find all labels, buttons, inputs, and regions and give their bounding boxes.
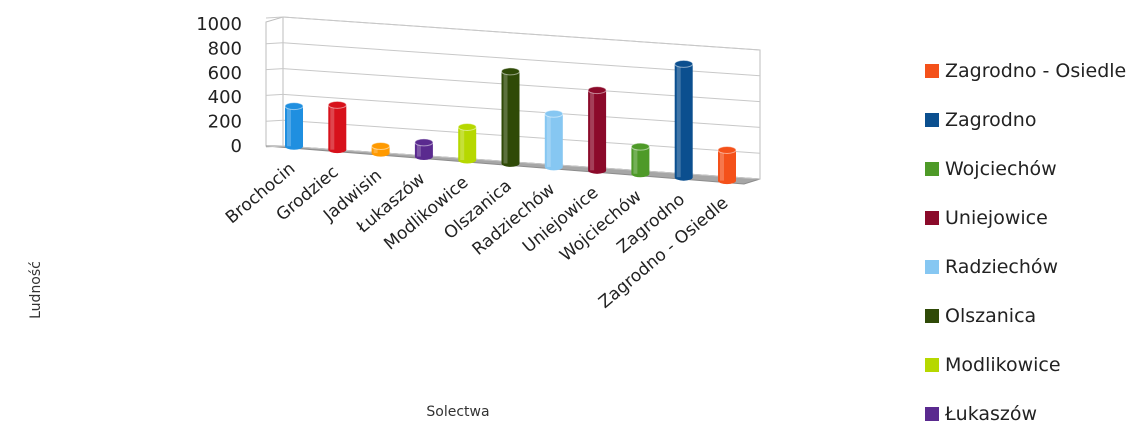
y-axis-ticks: 1000 800 600 400 200 0: [196, 14, 242, 157]
y-tick-label: 0: [231, 136, 242, 157]
gridline-side: [265, 119, 284, 122]
bar: [544, 109, 564, 171]
bar-highlight: [633, 146, 638, 174]
bar-highlight: [330, 104, 335, 150]
chart: 1000 800 600 400 200 0 BrochocinGrodziecJadwi…: [28, 14, 761, 420]
legend-swatch: [925, 357, 939, 372]
legend-item: Łukaszów: [925, 389, 1126, 438]
bar: [371, 142, 391, 157]
bar: [717, 145, 737, 185]
bar-highlight: [720, 149, 724, 181]
bar-top: [674, 59, 694, 68]
bar-body: [631, 146, 650, 178]
bar-body: [588, 90, 607, 174]
legend-item: Modlikowice: [925, 340, 1126, 389]
legend-swatch: [925, 210, 939, 225]
bar: [284, 102, 304, 150]
x-axis-labels: BrochocinGrodziecJadwisinŁukaszówModliko…: [222, 159, 732, 313]
legend-label: Modlikowice: [945, 353, 1061, 376]
legend-item: Uniejowice: [925, 193, 1126, 242]
legend-swatch: [925, 112, 939, 127]
bar-highlight: [287, 106, 291, 147]
bar-top: [371, 142, 391, 151]
x-axis-title: Solectwa: [426, 404, 489, 420]
legend-label: Radziechów: [945, 255, 1059, 278]
legend-item: Radziechów: [925, 242, 1126, 291]
bar-top: [587, 86, 607, 95]
bar-top: [717, 145, 737, 154]
bar-body: [285, 106, 303, 150]
bar-body: [328, 104, 347, 154]
bar-top: [501, 67, 520, 76]
bar-body: [458, 126, 477, 164]
bar-body: [501, 71, 520, 167]
bar-highlight: [416, 142, 421, 157]
bar: [630, 142, 650, 178]
legend-label: Zagrodno - Osiedle: [945, 59, 1127, 82]
side-wall: [265, 16, 284, 147]
y-tick-label: 800: [208, 38, 242, 59]
gridline: [282, 16, 761, 51]
bar-highlight: [546, 113, 551, 167]
bar-highlight: [460, 126, 465, 160]
legend-item: Wojciechów: [925, 144, 1126, 193]
y-tick-label: 600: [208, 63, 242, 84]
bar-top: [544, 109, 564, 118]
gridline-side: [265, 93, 284, 96]
legend-swatch: [925, 63, 939, 78]
legend-item: Zagrodno: [925, 95, 1126, 144]
legend-label: Uniejowice: [945, 206, 1048, 229]
legend-label: Olszanica: [945, 304, 1037, 327]
legend-label: Łukaszów: [945, 402, 1038, 425]
legend-item: Olszanica: [925, 291, 1126, 340]
legend-swatch: [925, 259, 939, 274]
bar-top: [630, 142, 650, 151]
legend-item: Zagrodno - Osiedle: [925, 46, 1126, 95]
legend-swatch: [925, 308, 939, 323]
bar: [674, 59, 694, 181]
y-axis-title: Ludność: [28, 261, 44, 319]
bar: [414, 138, 434, 161]
legend: Zagrodno - Osiedle Zagrodno Wojciechów Unie…: [925, 46, 1126, 438]
y-tick-label: 200: [208, 112, 242, 133]
gridline-side: [265, 145, 284, 148]
bar-top: [327, 100, 347, 109]
bar-top: [284, 102, 304, 111]
chart-bars: [284, 59, 737, 185]
bar-body: [414, 142, 433, 161]
legend-label: Wojciechów: [945, 157, 1057, 180]
bar: [327, 100, 347, 154]
gridline-side: [265, 42, 284, 45]
bar-body: [674, 63, 693, 181]
gridline-side: [265, 68, 284, 71]
bar-highlight: [503, 71, 508, 164]
legend-label: Zagrodno: [945, 108, 1037, 131]
legend-swatch: [925, 406, 939, 421]
bar: [501, 67, 520, 167]
bar-highlight: [373, 146, 378, 154]
bar-highlight: [590, 90, 595, 171]
bar: [587, 86, 607, 174]
legend-swatch: [925, 161, 939, 176]
y-tick-label: 1000: [196, 14, 242, 35]
bar-top: [414, 138, 434, 147]
bar: [457, 122, 477, 164]
bar-body: [718, 149, 736, 185]
y-tick-label: 400: [208, 87, 242, 108]
bar-highlight: [676, 63, 681, 178]
gridline-side: [265, 16, 284, 19]
bar-top: [457, 122, 477, 131]
bar-body: [544, 113, 563, 171]
